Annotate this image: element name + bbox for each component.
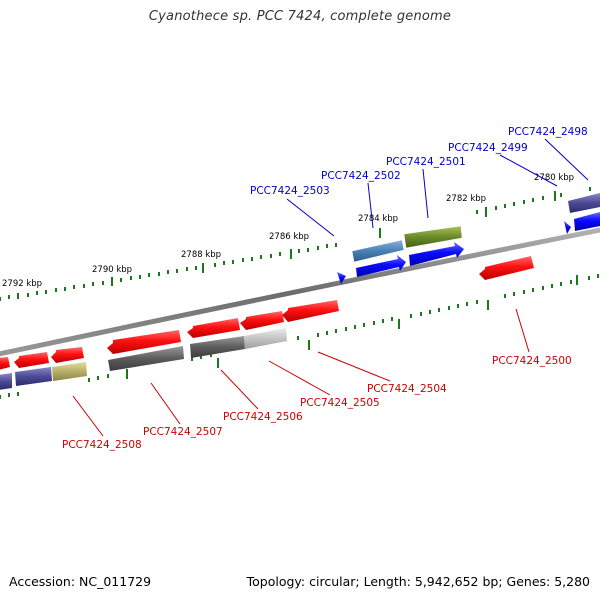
label-leader-lines [72, 138, 589, 437]
gene-row-top-upper[interactable] [351, 193, 600, 263]
gene-feature[interactable] [409, 242, 464, 266]
genome-summary-text: Topology: circular; Length: 5,942,652 bp… [246, 574, 590, 589]
gene-row-top-lower[interactable] [337, 212, 600, 284]
gene-row-bottom-upper[interactable] [0, 256, 534, 370]
gene-feature[interactable] [282, 300, 339, 322]
gene-label-2498[interactable]: PCC7424_2498 [508, 126, 588, 138]
gene-label-2502[interactable]: PCC7424_2502 [321, 170, 401, 182]
gene-feature[interactable] [107, 330, 181, 354]
gene-label-2500[interactable]: PCC7424_2500 [492, 355, 572, 367]
ruler-label-2788: 2788 kbp [181, 250, 221, 260]
gene-feature[interactable] [356, 255, 406, 277]
ruler-label-2790: 2790 kbp [92, 265, 132, 275]
gene-feature[interactable] [244, 328, 287, 349]
gene-label-2503[interactable]: PCC7424_2503 [250, 185, 330, 197]
gene-label-2499[interactable]: PCC7424_2499 [448, 142, 528, 154]
gene-label-2507[interactable]: PCC7424_2507 [143, 426, 223, 438]
ruler-label-2784: 2784 kbp [358, 214, 398, 224]
gene-label-2505[interactable]: PCC7424_2505 [300, 397, 380, 409]
gene-row-bottom-lower[interactable] [0, 328, 287, 390]
gene-feature[interactable] [187, 318, 240, 338]
accession-text: Accession: NC_011729 [9, 574, 152, 589]
gene-feature[interactable] [51, 347, 84, 363]
gene-feature[interactable] [403, 225, 463, 249]
ruler-label-2792: 2792 kbp [2, 279, 42, 289]
gene-feature[interactable] [337, 272, 346, 284]
gene-feature[interactable] [52, 362, 87, 381]
ruler-label-2782: 2782 kbp [446, 194, 486, 204]
gene-feature[interactable] [568, 193, 600, 213]
gene-label-2504[interactable]: PCC7424_2504 [367, 383, 447, 395]
genome-backbone [0, 227, 600, 357]
gene-label-2501[interactable]: PCC7424_2501 [386, 156, 466, 168]
ruler-label-2786: 2786 kbp [269, 232, 309, 242]
gene-feature[interactable] [14, 352, 49, 368]
gene-feature[interactable] [190, 336, 245, 358]
ruler-ticks-top [0, 187, 591, 301]
gene-feature[interactable] [0, 373, 12, 390]
gene-feature[interactable] [574, 212, 600, 231]
gene-feature[interactable] [15, 367, 52, 386]
ruler-ticks-bottom [0, 274, 599, 399]
gene-feature[interactable] [0, 357, 10, 370]
gene-feature[interactable] [240, 311, 284, 330]
gene-feature[interactable] [108, 346, 184, 371]
gene-feature[interactable] [351, 239, 405, 263]
gene-label-2506[interactable]: PCC7424_2506 [223, 411, 303, 423]
gene-feature[interactable] [479, 256, 534, 280]
gene-feature[interactable] [564, 221, 571, 234]
map-title: Cyanothece sp. PCC 7424, complete genome [148, 9, 452, 24]
ruler-label-2780: 2780 kbp [534, 173, 574, 183]
gene-label-2508[interactable]: PCC7424_2508 [62, 439, 142, 451]
